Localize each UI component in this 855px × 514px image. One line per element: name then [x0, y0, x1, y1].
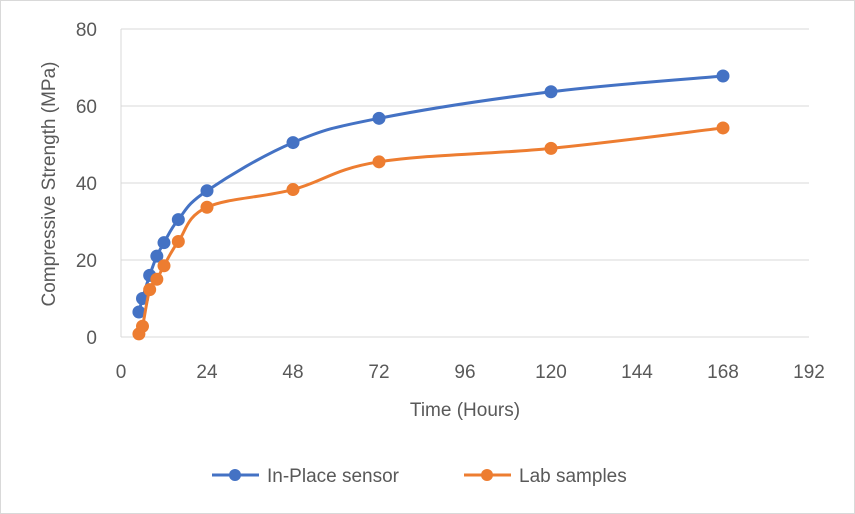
- data-point-in-place-sensor: [150, 249, 164, 263]
- data-point-in-place-sensor: [171, 213, 185, 227]
- legend-label-in-place-sensor: In-Place sensor: [267, 466, 400, 487]
- x-tick-labels: 0 24 48 72 96 120 144 168 192: [116, 362, 825, 383]
- data-point-lab-samples: [716, 121, 730, 135]
- x-tick-label: 192: [793, 362, 825, 383]
- data-point-lab-samples: [286, 183, 300, 197]
- data-point-lab-samples: [171, 235, 185, 249]
- data-point-in-place-sensor: [544, 85, 558, 99]
- legend-label-lab-samples: Lab samples: [519, 466, 627, 487]
- plot-series: [132, 69, 730, 341]
- x-tick-label: 24: [196, 362, 218, 383]
- y-tick-label: 0: [86, 328, 97, 349]
- y-tick-label: 20: [76, 251, 97, 272]
- y-axis-title: Compressive Strength (MPa): [39, 62, 60, 307]
- y-tick-labels: 0 20 40 60 80: [76, 20, 97, 349]
- x-tick-label: 48: [282, 362, 303, 383]
- x-tick-label: 96: [454, 362, 475, 383]
- legend: In-Place sensor Lab samples: [212, 466, 627, 487]
- data-point-in-place-sensor: [157, 236, 171, 250]
- x-tick-label: 72: [368, 362, 389, 383]
- x-tick-label: 0: [116, 362, 127, 383]
- data-point-in-place-sensor: [286, 136, 300, 150]
- data-point-in-place-sensor: [372, 111, 386, 125]
- y-tick-label: 80: [76, 20, 97, 41]
- data-point-lab-samples: [200, 200, 214, 214]
- data-point-in-place-sensor: [716, 69, 730, 83]
- x-tick-label: 144: [621, 362, 653, 383]
- data-point-lab-samples: [143, 283, 157, 297]
- y-tick-label: 60: [76, 97, 97, 118]
- axes: [120, 29, 809, 338]
- y-tick-label: 40: [76, 174, 97, 195]
- data-point-in-place-sensor: [200, 184, 214, 198]
- series-line-lab-samples: [137, 126, 725, 336]
- data-point-lab-samples: [372, 155, 386, 169]
- x-axis-title: Time (Hours): [410, 400, 520, 421]
- legend-marker-in-place-sensor: [229, 469, 241, 481]
- x-tick-label: 168: [707, 362, 739, 383]
- data-point-lab-samples: [157, 259, 171, 273]
- data-point-lab-samples: [150, 272, 164, 286]
- x-tick-label: 120: [535, 362, 567, 383]
- gridlines: [121, 28, 809, 261]
- data-point-lab-samples: [544, 141, 558, 155]
- data-point-lab-samples: [136, 319, 149, 333]
- series-line-in-place-sensor: [137, 74, 725, 314]
- legend-marker-lab-samples: [481, 469, 493, 481]
